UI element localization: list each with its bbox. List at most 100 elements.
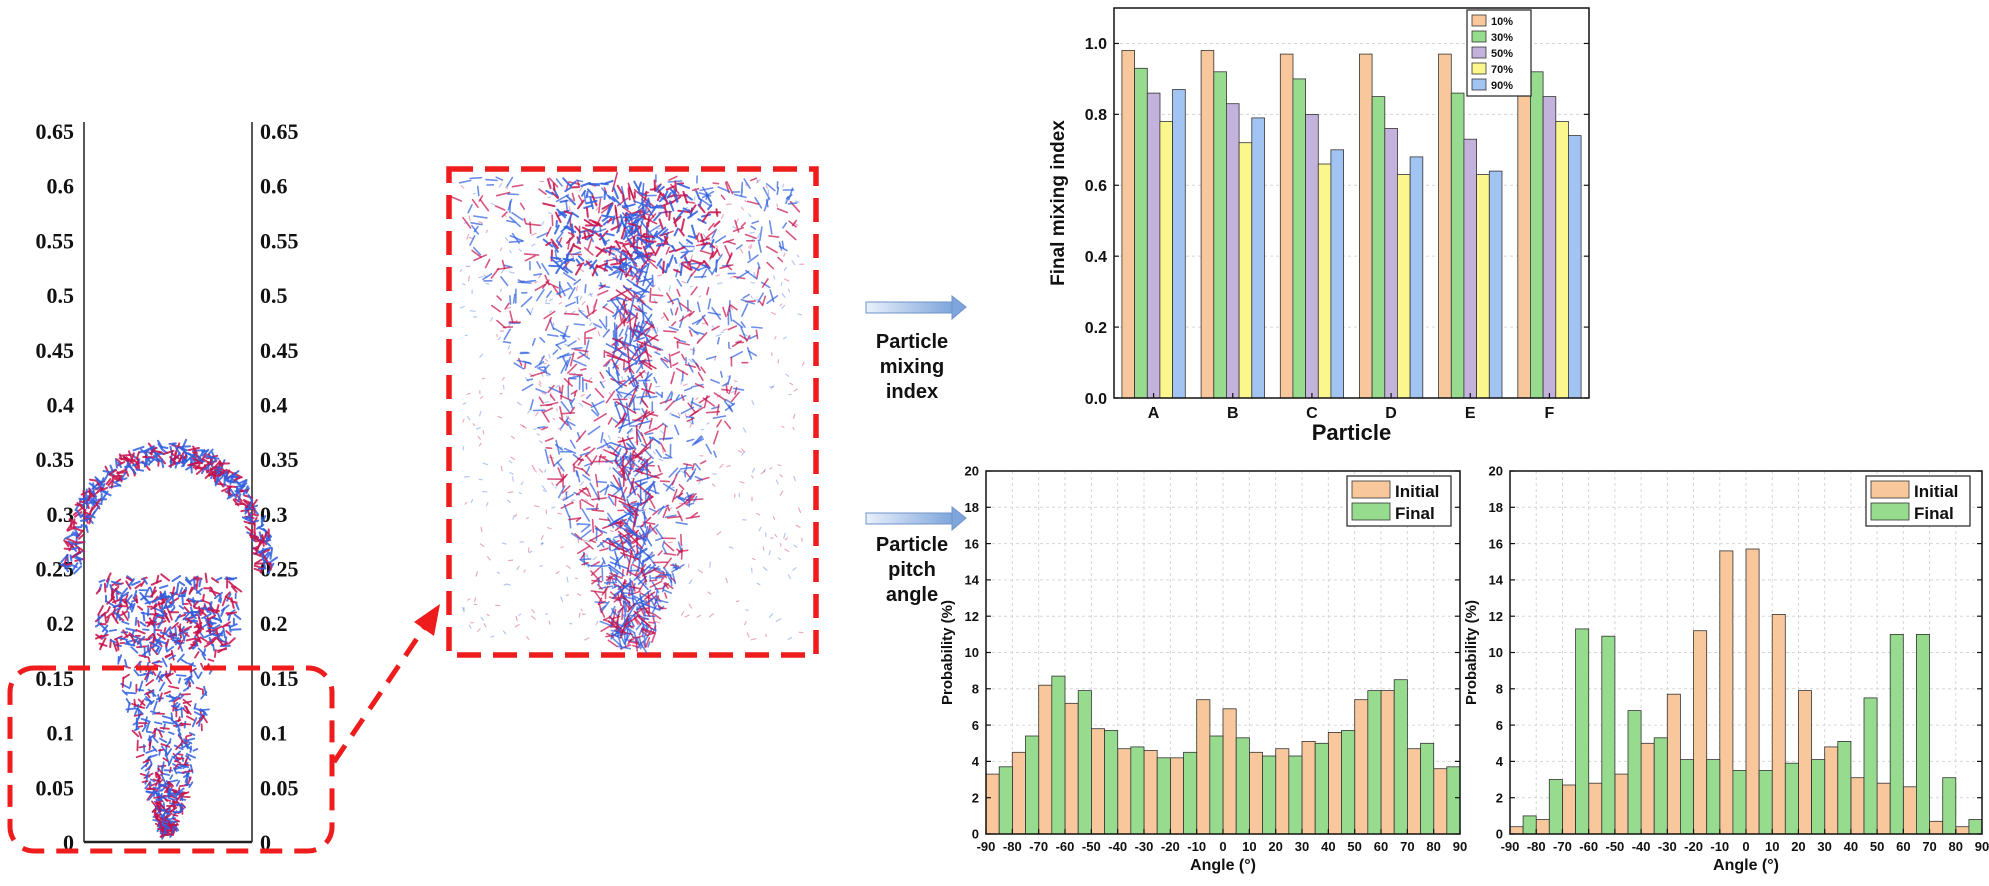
particle (665, 246, 671, 255)
particle (88, 516, 92, 525)
legend-swatch (1471, 78, 1487, 91)
particle (584, 283, 587, 294)
particle (168, 442, 177, 445)
particle (746, 200, 760, 205)
particle (108, 473, 121, 480)
particle (186, 776, 192, 786)
particle (763, 468, 766, 473)
particle (655, 537, 664, 542)
bar-Final-25 (1288, 755, 1303, 835)
particle (514, 513, 518, 517)
particle (640, 628, 651, 635)
particle (627, 533, 633, 548)
particle (538, 355, 545, 365)
particle (626, 315, 637, 324)
particle (554, 211, 562, 223)
particle (611, 195, 622, 206)
particle (684, 463, 689, 472)
particle (791, 260, 796, 266)
particle (565, 420, 576, 427)
particle (536, 433, 541, 436)
particle (715, 259, 718, 273)
particle (555, 475, 567, 486)
particle (508, 351, 512, 355)
particle (201, 613, 212, 620)
bar-Final--35 (1653, 737, 1668, 835)
particle (696, 332, 708, 344)
particle (558, 416, 569, 427)
particle (562, 356, 569, 367)
particle (793, 544, 798, 548)
particle (147, 633, 154, 639)
particle (748, 250, 751, 260)
particle (572, 359, 587, 367)
particle (649, 395, 658, 399)
particle (211, 577, 219, 584)
bar-Initial-25 (1798, 690, 1812, 835)
particle (145, 790, 153, 794)
particle (171, 788, 178, 792)
particle (606, 512, 614, 522)
particle (569, 242, 575, 253)
particle (525, 223, 542, 227)
particle (620, 594, 631, 604)
particle (627, 640, 639, 645)
particle (568, 517, 582, 521)
particle (638, 277, 653, 283)
particle (575, 285, 579, 292)
particle (562, 177, 572, 188)
particle (142, 577, 148, 585)
particle (673, 227, 679, 237)
particle (757, 232, 761, 239)
particle (682, 383, 688, 387)
legend-swatch (1351, 502, 1391, 521)
particle (695, 190, 701, 200)
particle (768, 235, 780, 238)
particle (566, 420, 573, 431)
particle (617, 593, 623, 607)
particle (707, 311, 722, 316)
particle (648, 417, 653, 430)
particle (744, 199, 747, 203)
particle (608, 566, 619, 575)
particle (740, 181, 744, 197)
particle (225, 630, 232, 636)
particle (622, 249, 633, 257)
bar-Initial--45 (1090, 728, 1105, 835)
particle (496, 333, 498, 338)
x-tick-label: -50 (1605, 839, 1624, 854)
y-tick-label: 4 (972, 754, 980, 769)
scale-label: 0 (63, 830, 74, 855)
particle (590, 567, 600, 576)
particle (185, 734, 193, 738)
bar-Final-65 (1393, 679, 1408, 835)
particle (201, 714, 208, 724)
particle (607, 639, 618, 648)
particle (262, 561, 267, 569)
particle (509, 310, 514, 324)
particle (757, 262, 761, 270)
particle (598, 518, 611, 522)
bar-Initial-55 (1876, 782, 1891, 835)
particle (688, 603, 693, 609)
simulation-snapshot-panel: 0.650.60.550.50.450.40.350.30.250.20.150… (7, 119, 440, 855)
particle (680, 218, 685, 231)
y-tick-label: 12 (1489, 609, 1503, 624)
particle (695, 397, 699, 401)
particle (262, 554, 271, 566)
particle (212, 460, 221, 470)
particle (193, 703, 197, 710)
particle (165, 695, 177, 699)
particle (636, 638, 642, 650)
particle (221, 485, 233, 492)
particle (221, 595, 228, 607)
particle (540, 541, 544, 546)
particle (652, 613, 662, 620)
particle (616, 184, 623, 195)
particle (166, 812, 173, 819)
particle (581, 400, 592, 407)
particle (203, 648, 207, 654)
particle (179, 798, 187, 801)
particle (517, 357, 523, 367)
particle (635, 410, 651, 422)
